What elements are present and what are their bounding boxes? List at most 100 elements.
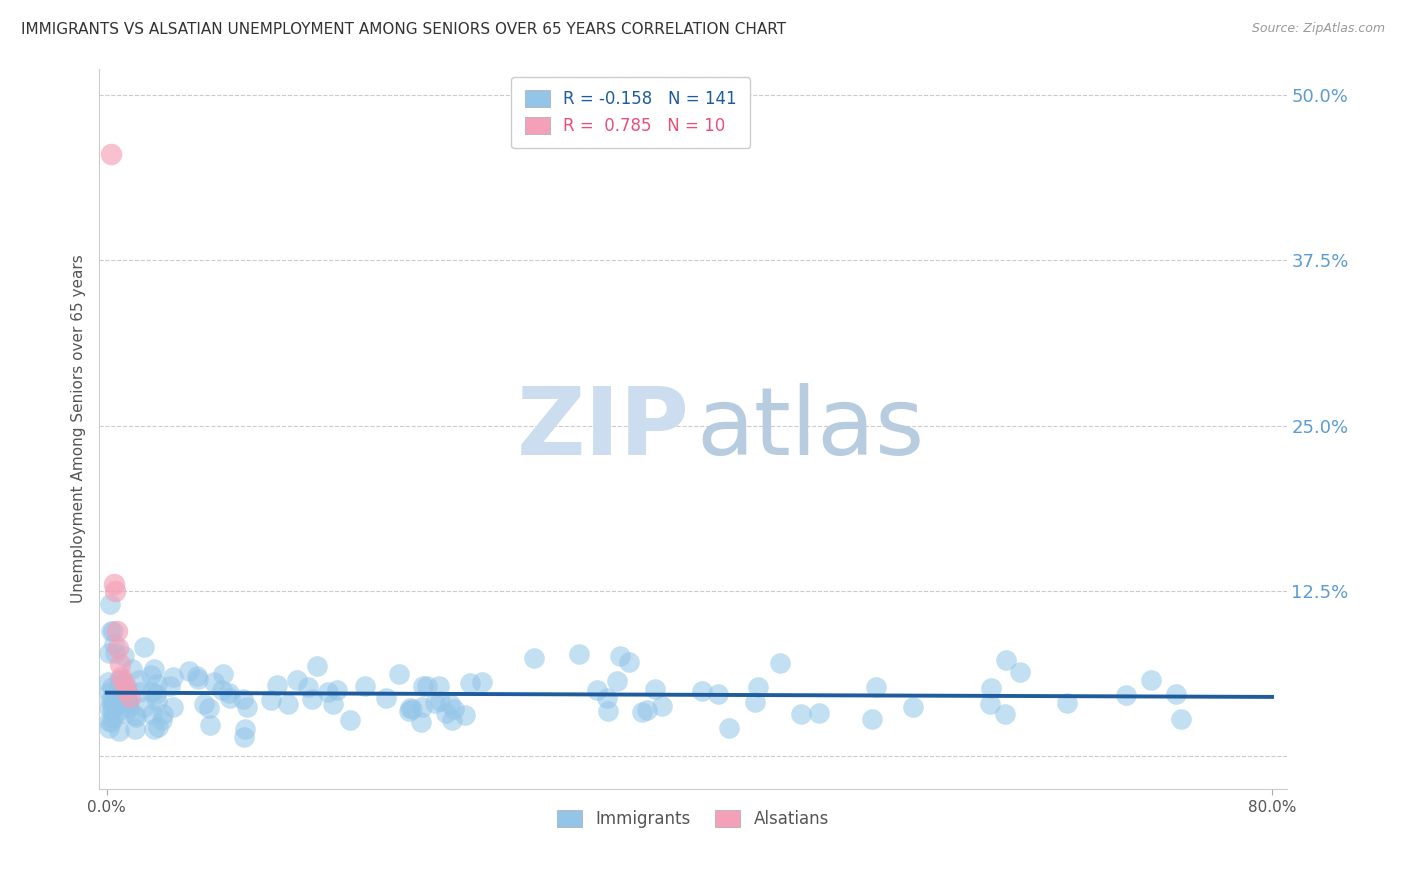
Point: [374, 691, 396, 706]
Point: [128, 685, 150, 699]
Point: [103, 695, 125, 709]
Point: [808, 706, 831, 721]
Point: [434, 706, 457, 721]
Point: [114, 706, 136, 720]
Point: [98, 597, 121, 611]
Point: [718, 721, 741, 735]
Point: [994, 706, 1017, 721]
Point: [98, 701, 121, 715]
Point: [103, 577, 125, 591]
Point: [105, 624, 128, 638]
Point: [152, 707, 174, 722]
Point: [211, 682, 233, 697]
Point: [100, 681, 122, 695]
Point: [235, 722, 257, 736]
Point: [415, 679, 437, 693]
Point: [411, 699, 433, 714]
Point: [142, 662, 165, 676]
Point: [141, 667, 163, 681]
Point: [101, 624, 124, 638]
Point: [1115, 688, 1137, 702]
Point: [110, 670, 132, 684]
Point: [107, 683, 129, 698]
Point: [124, 707, 146, 722]
Point: [219, 691, 242, 706]
Point: [522, 651, 544, 665]
Point: [388, 667, 411, 681]
Point: [105, 705, 128, 719]
Point: [159, 680, 181, 694]
Point: [97, 721, 120, 735]
Point: [117, 695, 139, 709]
Point: [747, 680, 769, 694]
Point: [193, 698, 215, 712]
Point: [630, 706, 652, 720]
Point: [117, 699, 139, 714]
Point: [398, 704, 420, 718]
Point: [108, 657, 131, 671]
Point: [460, 676, 482, 690]
Point: [124, 710, 146, 724]
Point: [107, 640, 129, 655]
Point: [596, 690, 619, 705]
Point: [409, 715, 432, 730]
Point: [101, 701, 124, 715]
Point: [1008, 665, 1031, 679]
Point: [236, 699, 259, 714]
Point: [744, 695, 766, 709]
Point: [114, 649, 136, 664]
Point: [617, 655, 640, 669]
Point: [567, 648, 589, 662]
Point: [141, 707, 163, 722]
Point: [107, 673, 129, 687]
Point: [134, 699, 156, 714]
Point: [162, 670, 184, 684]
Point: [121, 662, 143, 676]
Point: [112, 681, 135, 695]
Point: [316, 685, 339, 699]
Point: [177, 664, 200, 678]
Point: [326, 683, 349, 698]
Point: [585, 683, 607, 698]
Point: [443, 702, 465, 716]
Point: [690, 683, 713, 698]
Point: [596, 705, 619, 719]
Point: [97, 674, 120, 689]
Point: [862, 712, 884, 726]
Point: [706, 687, 728, 701]
Point: [401, 702, 423, 716]
Point: [103, 637, 125, 651]
Point: [301, 692, 323, 706]
Point: [198, 718, 221, 732]
Point: [354, 679, 377, 693]
Point: [307, 659, 329, 673]
Point: [202, 675, 225, 690]
Point: [339, 713, 361, 727]
Point: [108, 695, 131, 709]
Point: [187, 672, 209, 686]
Point: [107, 692, 129, 706]
Point: [162, 700, 184, 714]
Point: [97, 714, 120, 728]
Point: [979, 698, 1001, 712]
Point: [429, 694, 451, 708]
Point: [260, 693, 283, 707]
Point: [104, 646, 127, 660]
Point: [103, 711, 125, 725]
Point: [470, 675, 492, 690]
Point: [108, 696, 131, 710]
Point: [198, 701, 221, 715]
Point: [124, 722, 146, 736]
Point: [97, 685, 120, 699]
Legend: Immigrants, Alsatians: Immigrants, Alsatians: [550, 804, 835, 835]
Point: [117, 690, 139, 704]
Point: [427, 680, 450, 694]
Text: ZIP: ZIP: [516, 383, 689, 475]
Point: [112, 676, 135, 690]
Point: [636, 703, 658, 717]
Point: [100, 147, 122, 161]
Point: [399, 701, 422, 715]
Point: [233, 731, 256, 745]
Point: [277, 697, 299, 711]
Point: [146, 720, 169, 734]
